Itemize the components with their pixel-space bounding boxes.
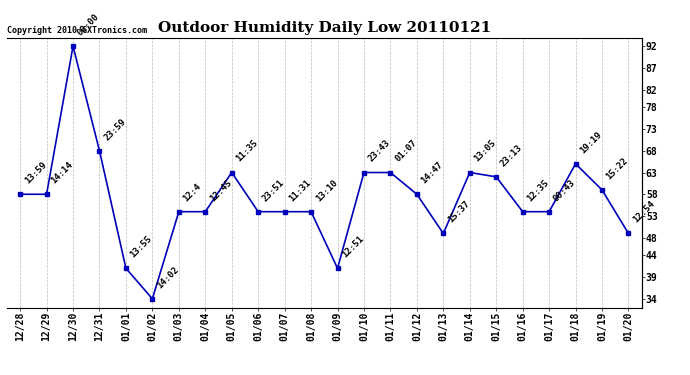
Text: 23:59: 23:59 — [102, 117, 128, 142]
Text: 14:02: 14:02 — [155, 265, 180, 290]
Text: 23:43: 23:43 — [366, 138, 392, 164]
Text: 01:07: 01:07 — [393, 138, 418, 164]
Text: 19:19: 19:19 — [578, 130, 604, 155]
Text: 23:13: 23:13 — [499, 143, 524, 168]
Text: 15:22: 15:22 — [604, 156, 630, 181]
Text: 12:45: 12:45 — [208, 178, 233, 203]
Text: 11:35: 11:35 — [235, 138, 259, 164]
Text: 15:37: 15:37 — [446, 200, 471, 225]
Text: 13:10: 13:10 — [314, 178, 339, 203]
Text: 13:59: 13:59 — [23, 160, 48, 186]
Text: 14:47: 14:47 — [420, 160, 445, 186]
Title: Outdoor Humidity Daily Low 20110121: Outdoor Humidity Daily Low 20110121 — [158, 21, 491, 35]
Text: 00:43: 00:43 — [552, 178, 577, 203]
Text: 12:4: 12:4 — [181, 182, 203, 203]
Text: 00:00: 00:00 — [76, 12, 101, 38]
Text: 12:35: 12:35 — [525, 178, 551, 203]
Text: 14:14: 14:14 — [49, 160, 75, 186]
Text: 12:51: 12:51 — [340, 234, 366, 260]
Text: 12:54: 12:54 — [631, 200, 656, 225]
Text: Copyright 2010 GXTronics.com: Copyright 2010 GXTronics.com — [7, 26, 147, 35]
Text: 13:55: 13:55 — [128, 234, 154, 260]
Text: 13:05: 13:05 — [473, 138, 497, 164]
Text: 11:31: 11:31 — [287, 178, 313, 203]
Text: 23:51: 23:51 — [261, 178, 286, 203]
